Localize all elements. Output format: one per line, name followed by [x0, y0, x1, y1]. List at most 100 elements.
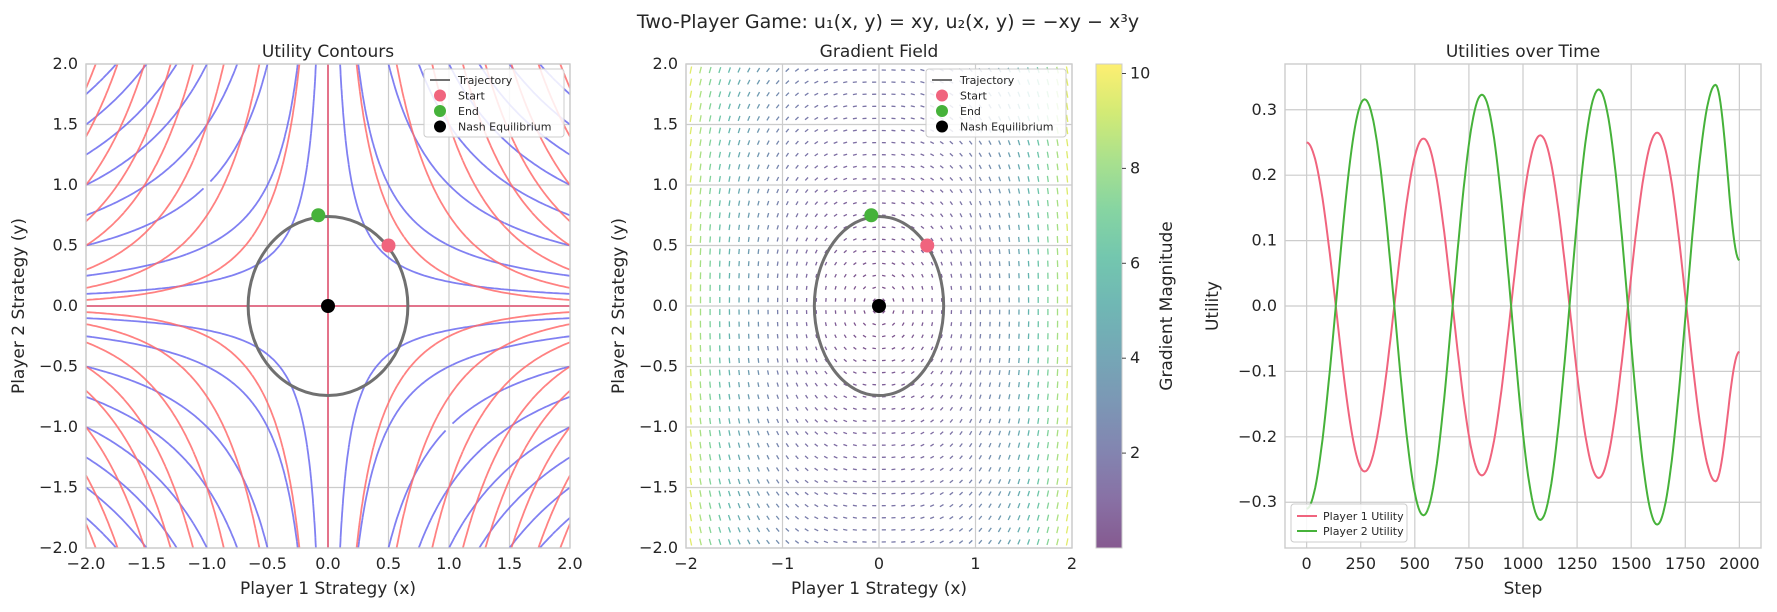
gradient-arrow [689, 465, 692, 473]
gradient-arrow [862, 129, 867, 132]
gradient-arrow [843, 213, 848, 217]
gradient-arrow [804, 164, 809, 169]
gradient-arrow [959, 443, 963, 448]
gradient-arrow [708, 514, 712, 521]
gradient-arrow [699, 478, 702, 485]
gradient-arrow [949, 140, 954, 145]
gradient-arrow [843, 249, 848, 254]
gradient-arrow [699, 502, 702, 510]
gradient-arrow [823, 68, 829, 72]
gradient-arrow [728, 466, 731, 473]
y-tick-label: 2.0 [53, 54, 78, 73]
gradient-arrow [949, 418, 954, 423]
gradient-arrow [920, 225, 925, 230]
gradient-arrow [901, 262, 905, 266]
gradient-arrow [1066, 453, 1069, 461]
gradient-arrow [814, 177, 819, 181]
gradient-arrow [998, 140, 1002, 146]
gradient-arrow [891, 165, 896, 168]
gradient-arrow [959, 455, 963, 460]
gradient-arrow [709, 417, 712, 425]
plot-frame [85, 63, 571, 549]
x-axis-label: Step [1504, 579, 1543, 599]
gradient-arrow [1056, 381, 1059, 388]
gradient-arrow [786, 261, 789, 266]
gradient-arrow [728, 139, 731, 146]
gradient-arrow [1065, 126, 1069, 135]
gradient-arrow [910, 407, 915, 411]
gradient-arrow [718, 466, 722, 473]
gradient-arrow [931, 285, 934, 290]
gradient-arrow [979, 358, 982, 363]
gradient-arrow [852, 69, 857, 71]
gradient-arrow [767, 346, 769, 351]
gradient-arrow [738, 382, 741, 388]
gradient-arrow [958, 540, 964, 544]
gradient-arrow [1017, 478, 1021, 485]
gradient-arrow [718, 163, 721, 170]
gradient-arrow [1046, 139, 1050, 146]
gradient-arrow [998, 345, 1001, 351]
gradient-arrow [785, 382, 789, 387]
gradient-arrow [862, 456, 867, 459]
gradient-arrow [929, 516, 935, 520]
gradient-arrow [1026, 539, 1031, 545]
gradient-arrow [978, 442, 982, 448]
gradient-arrow [718, 139, 722, 146]
gradient-arrow [689, 477, 693, 486]
gradient-arrow [718, 478, 722, 485]
gradient-arrow [785, 213, 789, 218]
gradient-arrow [823, 165, 828, 169]
gradient-arrow [959, 382, 963, 387]
gradient-arrow [1065, 78, 1069, 86]
gradient-arrow [814, 104, 819, 108]
gradient-arrow [852, 81, 857, 84]
gradient-arrow [747, 515, 751, 521]
gradient-arrow [998, 418, 1001, 424]
gradient-arrow [901, 419, 906, 423]
gradient-arrow [823, 516, 829, 520]
gradient-arrow [814, 237, 818, 242]
gradient-arrow [862, 238, 867, 241]
gradient-arrow [901, 468, 906, 471]
gradient-arrow [920, 153, 925, 157]
gradient-arrow [785, 443, 790, 448]
gradient-arrow [998, 224, 1001, 230]
gradient-arrow [862, 419, 867, 422]
legend-label-end: End [960, 105, 981, 118]
gradient-arrow [930, 165, 935, 169]
u2-contour-level-5 [86, 64, 570, 548]
gradient-arrow [901, 541, 906, 543]
gradient-arrow [766, 539, 770, 545]
gradient-arrow [872, 286, 877, 290]
gradient-arrow [814, 540, 819, 544]
gradient-arrow [1017, 188, 1021, 194]
gradient-arrow [920, 346, 924, 351]
gradient-arrow [1037, 188, 1040, 195]
gradient-arrow [785, 491, 790, 496]
gradient-arrow [949, 237, 953, 242]
gradient-arrow [843, 492, 848, 495]
gradient-arrow [824, 201, 828, 205]
gradient-arrow [728, 236, 731, 243]
gradient-arrow [998, 430, 1002, 436]
gradient-arrow [833, 516, 838, 520]
gradient-arrow [959, 225, 963, 230]
gradient-arrow [756, 91, 761, 97]
gradient-arrow [988, 382, 992, 387]
gradient-arrow [785, 116, 790, 121]
gradient-arrow [998, 394, 1001, 400]
gradient-arrow [843, 201, 848, 205]
gradient-arrow [1027, 381, 1030, 388]
gradient-arrow [833, 213, 838, 217]
gradient-arrow [1066, 211, 1069, 219]
gradient-arrow [979, 249, 982, 254]
gradient-arrow [699, 429, 702, 437]
gradient-arrow [978, 176, 982, 182]
gradient-arrow [785, 527, 790, 532]
gradient-arrow [737, 103, 741, 110]
u2-contour-level-0p5 [86, 64, 570, 548]
gradient-arrow [747, 127, 751, 134]
gradient-arrow [1008, 394, 1011, 400]
gradient-arrow [843, 456, 848, 459]
